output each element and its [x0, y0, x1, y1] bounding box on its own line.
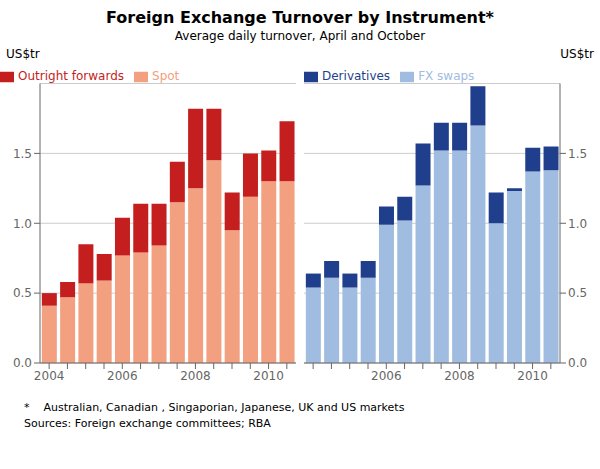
- html-text:US$tr: US$tr: [6, 47, 40, 61]
- svg-text:0.5: 0.5: [568, 286, 587, 300]
- svg-text:2004: 2004: [34, 369, 65, 383]
- html-text:FX swaps: FX swaps: [418, 69, 475, 83]
- html-text:* Australian, Canadian , Singa: * Australian, Canadian , Singaporian, Ja…: [24, 401, 405, 414]
- svg-text:0.0: 0.0: [13, 356, 32, 370]
- svg-text:1.5: 1.5: [568, 147, 587, 161]
- svg-text:2010: 2010: [253, 369, 284, 383]
- html-text:Foreign Exchange Turnover by I: Foreign Exchange Turnover by Instrument*: [106, 8, 494, 27]
- svg-text:2006: 2006: [371, 369, 402, 383]
- svg-text:2010: 2010: [517, 369, 548, 383]
- svg-text:1.0: 1.0: [13, 217, 32, 231]
- svg-text:2008: 2008: [444, 369, 475, 383]
- html-text:Sources: Foreign exchange comm: Sources: Foreign exchange committees; RB…: [24, 417, 271, 430]
- svg-text:0.5: 0.5: [13, 286, 32, 300]
- html-text:Spot: Spot: [152, 69, 180, 83]
- html-text:US$tr: US$tr: [560, 47, 594, 61]
- html-text:Derivatives: Derivatives: [322, 69, 391, 83]
- svg-text:2008: 2008: [180, 369, 211, 383]
- html-text:Average daily turnover, April: Average daily turnover, April and Octobe…: [174, 29, 426, 43]
- svg-text:1.5: 1.5: [13, 147, 32, 161]
- svg-text:0.0: 0.0: [568, 356, 587, 370]
- svg-text:1.0: 1.0: [568, 217, 587, 231]
- html-text:Outright forwards: Outright forwards: [18, 69, 124, 83]
- svg-text:2006: 2006: [107, 369, 138, 383]
